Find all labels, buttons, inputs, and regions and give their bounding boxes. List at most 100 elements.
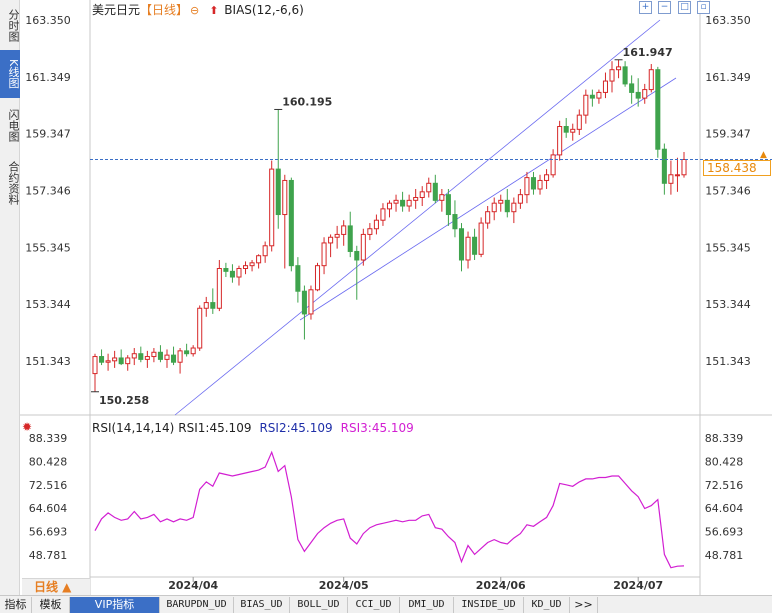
rsi3-value: RSI3:45.109	[340, 421, 414, 435]
candle-body	[151, 351, 157, 358]
candle-body	[118, 357, 124, 365]
settings-circle-icon[interactable]: ⊖	[190, 4, 200, 17]
tab-cci-ud[interactable]: CCI_UD	[348, 597, 400, 613]
candle-body	[530, 177, 537, 190]
indicator-arrow-icon[interactable]: ⬆	[209, 4, 219, 17]
tab-boll-ud[interactable]: BOLL_UD	[290, 597, 348, 613]
candle-body	[269, 168, 275, 247]
tab-timeshare[interactable]: 分时图	[7, 8, 20, 42]
rsi-tick-left: 88.339	[29, 432, 68, 445]
candle-body	[583, 94, 589, 116]
candle-body	[360, 233, 366, 261]
rsi-tick-right: 56.693	[705, 526, 744, 539]
fullscreen-icon[interactable]: □	[678, 1, 691, 14]
candle-body	[445, 194, 451, 216]
tab-kd-ud[interactable]: KD_UD	[524, 597, 570, 613]
rsi-tick-left: 64.604	[29, 502, 68, 515]
candle-body	[288, 179, 294, 267]
candle-body	[249, 262, 255, 267]
axis-labels: 163.350 163.350 161.349 161.349 159.347 159.3…	[25, 14, 751, 592]
price-tick-right: 151.343	[705, 355, 751, 368]
candle-body	[99, 356, 105, 363]
period-label[interactable]: 【日线】	[140, 3, 189, 17]
candle-body	[458, 228, 465, 261]
price-tick-right: 157.346	[705, 185, 751, 198]
candle-body	[236, 268, 242, 278]
candle-body	[354, 250, 360, 261]
price-tick-left: 159.347	[25, 128, 71, 141]
candle-body	[373, 219, 379, 230]
price-up-arrow-icon: ▲	[760, 150, 767, 160]
period-selector-button[interactable]: 日线 ▲	[22, 578, 90, 595]
shrink-icon[interactable]: −	[658, 1, 671, 14]
tab-indicators[interactable]: 指标	[0, 597, 32, 613]
candle-body	[367, 228, 373, 235]
candle-body	[164, 354, 170, 360]
candle-body	[112, 357, 118, 362]
candle-body	[465, 236, 471, 261]
candle-body	[616, 66, 622, 71]
candle-body	[256, 255, 262, 264]
low-label: 150.258	[99, 394, 149, 407]
expand-icon[interactable]: +	[639, 1, 652, 14]
rsi-panel-plot	[94, 450, 685, 569]
chart-header: 美元日元【日线】 ⊖ ⬆ BIAS(12,-6,6)	[92, 2, 304, 18]
candlestick-series	[92, 59, 687, 392]
tab-templates[interactable]: 模板	[32, 597, 70, 613]
candle-body	[308, 289, 314, 315]
candle-body	[655, 69, 661, 150]
price-tick-left: 163.350	[25, 14, 71, 27]
candle-body	[596, 91, 602, 99]
rsi-line	[94, 450, 685, 569]
candle-body	[406, 199, 412, 207]
candle-body	[491, 202, 497, 213]
candle-body	[544, 174, 550, 181]
candle-body	[524, 177, 530, 196]
tab-dmi-ud[interactable]: DMI_UD	[400, 597, 454, 613]
candle-body	[393, 199, 399, 204]
candle-body	[681, 159, 687, 176]
candle-body	[386, 202, 393, 210]
candle-body	[432, 182, 438, 201]
candle-body	[314, 265, 321, 291]
candle-body	[203, 302, 209, 309]
chart-canvas[interactable]: 163.350 163.350 161.349 161.349 159.347 159.3…	[0, 0, 772, 595]
rsi-tick-left: 72.516	[29, 479, 68, 492]
channel-line-lower	[299, 77, 677, 321]
candle-body	[157, 351, 163, 360]
high-label: 161.947	[623, 46, 673, 59]
rsi-tick-right: 48.781	[705, 549, 744, 562]
rsi-params: RSI(14,14,14)	[92, 421, 175, 435]
tab-bias-ud[interactable]: BIAS_UD	[234, 597, 290, 613]
candle-body	[328, 236, 334, 244]
candle-body	[242, 265, 249, 270]
candle-body	[190, 347, 196, 355]
tab-more[interactable]: >>	[570, 597, 598, 613]
candle-body	[472, 236, 478, 255]
candle-body	[557, 126, 563, 156]
candle-body	[576, 114, 582, 130]
rsi2-value: RSI2:45.109	[259, 421, 333, 435]
candle-body	[210, 302, 216, 309]
indicator-settings-icon[interactable]: ✹	[22, 420, 33, 434]
candle-body	[511, 202, 517, 213]
tab-barupdn-ud[interactable]: BARUPDN_UD	[160, 597, 234, 613]
tab-contract-info[interactable]: 合约资料	[7, 161, 20, 205]
candle-body	[341, 225, 347, 235]
candle-body	[295, 265, 301, 292]
candle-body	[334, 233, 340, 238]
tab-inside-ud[interactable]: INSIDE_UD	[454, 597, 524, 613]
candle-body	[144, 356, 150, 360]
candle-body	[92, 356, 98, 375]
candle-body	[550, 154, 556, 176]
candle-body	[419, 191, 425, 199]
candle-body	[629, 83, 635, 93]
date-label: 2024/07	[613, 579, 663, 592]
tab-kline[interactable]: K线图	[0, 50, 20, 98]
tab-vip-indicators[interactable]: VIP指标	[70, 597, 160, 613]
restore-icon[interactable]: ▫	[697, 1, 710, 14]
tab-flash-chart[interactable]: 闪电图	[7, 108, 20, 142]
candle-body	[485, 211, 491, 224]
candle-body	[563, 126, 569, 133]
candle-body	[642, 89, 648, 99]
